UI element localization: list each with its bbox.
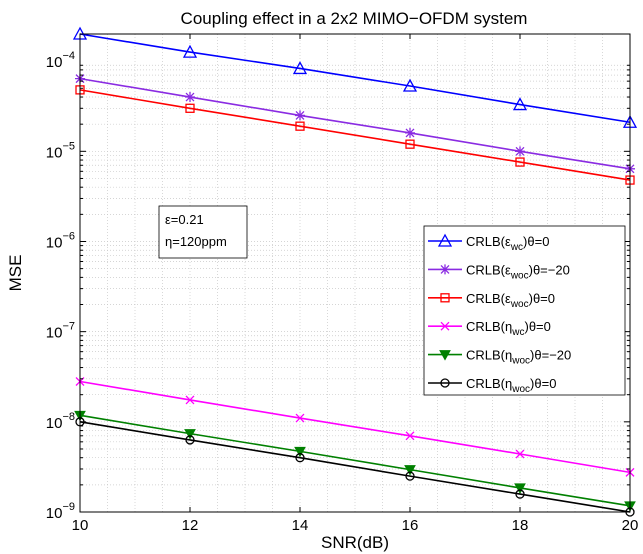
legend: CRLB(εwc)θ=0 CRLB(εwoc)θ=−20 CRLB(εwoc)θ=0… <box>423 225 626 396</box>
legend-label: CRLB(εwoc)θ=−20 <box>466 262 570 281</box>
legend-label: CRLB(εwoc)θ=0 <box>466 291 555 310</box>
data-point <box>515 157 525 167</box>
data-point <box>294 446 306 458</box>
data-point <box>440 378 450 388</box>
data-point <box>295 110 305 121</box>
data-point <box>295 453 305 463</box>
data-point <box>405 139 415 149</box>
data-point <box>404 465 416 476</box>
data-point <box>440 264 450 275</box>
data-point <box>514 483 526 494</box>
data-point <box>185 435 195 445</box>
data-point <box>402 78 418 92</box>
series-3 <box>75 85 635 185</box>
legend-label: CRLB(ηwoc)θ=−20 <box>466 348 571 367</box>
legend-item-2: CRLB(εwoc)θ=−20 <box>428 262 570 281</box>
series-line <box>79 421 631 513</box>
data-point <box>439 350 451 361</box>
x-tick-label: 18 <box>512 517 529 534</box>
series-line <box>79 414 631 507</box>
legend-item-1: CRLB(εwc)θ=0 <box>428 233 549 253</box>
data-point <box>185 395 195 405</box>
series-line <box>79 33 631 124</box>
legend-label: CRLB(ηwoc)θ=0 <box>466 376 556 395</box>
x-axis-label: SNR(dB) <box>321 533 389 552</box>
y-tick-label: 10−7 <box>46 321 75 342</box>
data-point <box>295 413 305 423</box>
legend-item-5: CRLB(ηwoc)θ=−20 <box>428 348 571 367</box>
data-point <box>515 489 525 499</box>
data-point <box>515 449 525 459</box>
data-point <box>292 61 308 75</box>
data-point <box>405 431 415 441</box>
data-point <box>185 92 195 103</box>
data-point <box>437 233 453 247</box>
x-tick-label: 10 <box>72 517 89 534</box>
data-point <box>182 44 198 58</box>
legend-label: CRLB(ηwc)θ=0 <box>466 319 551 338</box>
data-point <box>405 127 415 138</box>
legend-item-3: CRLB(εwoc)θ=0 <box>428 291 555 310</box>
series-line <box>79 77 631 170</box>
data-point <box>184 429 196 440</box>
x-tick-label: 20 <box>622 517 639 534</box>
data-point <box>515 146 525 157</box>
x-tick-label: 12 <box>182 517 199 534</box>
legend-item-4: CRLB(ηwc)θ=0 <box>428 319 551 338</box>
annotation-text: η=120ppm <box>165 234 227 249</box>
y-tick-label: 10−8 <box>46 411 75 432</box>
x-tick-label: 16 <box>402 517 419 534</box>
data-point <box>512 97 528 111</box>
data-point <box>440 293 450 303</box>
data-point <box>185 103 195 113</box>
annotation-box: ε=0.21 η=120ppm <box>158 205 248 259</box>
legend-frame <box>423 225 626 396</box>
y-tick-label: 10−6 <box>46 230 75 251</box>
ticks: 10 12 14 16 18 20 10−9 10−8 10−7 10−6 10−5 10−4 <box>46 34 639 534</box>
y-tick-label: 10−4 <box>46 50 75 71</box>
data-point <box>405 471 415 481</box>
x-tick-label: 14 <box>292 517 309 534</box>
annotation-frame <box>158 205 248 259</box>
annotation-text: ε=0.21 <box>165 212 204 227</box>
data-point <box>440 321 450 331</box>
y-tick-label: 10−5 <box>46 140 75 161</box>
legend-label: CRLB(εwc)θ=0 <box>466 234 549 253</box>
series-layer <box>72 26 638 517</box>
legend-item-6: CRLB(ηwoc)θ=0 <box>428 376 556 395</box>
y-tick-label: 10−9 <box>46 501 75 522</box>
plot-frame <box>79 33 631 513</box>
data-point <box>295 121 305 131</box>
series-line <box>79 89 631 181</box>
y-axis-label: MSE <box>6 255 25 292</box>
chart-title: Coupling effect in a 2x2 MIMO−OFDM syste… <box>181 9 528 28</box>
series-line <box>79 380 631 474</box>
